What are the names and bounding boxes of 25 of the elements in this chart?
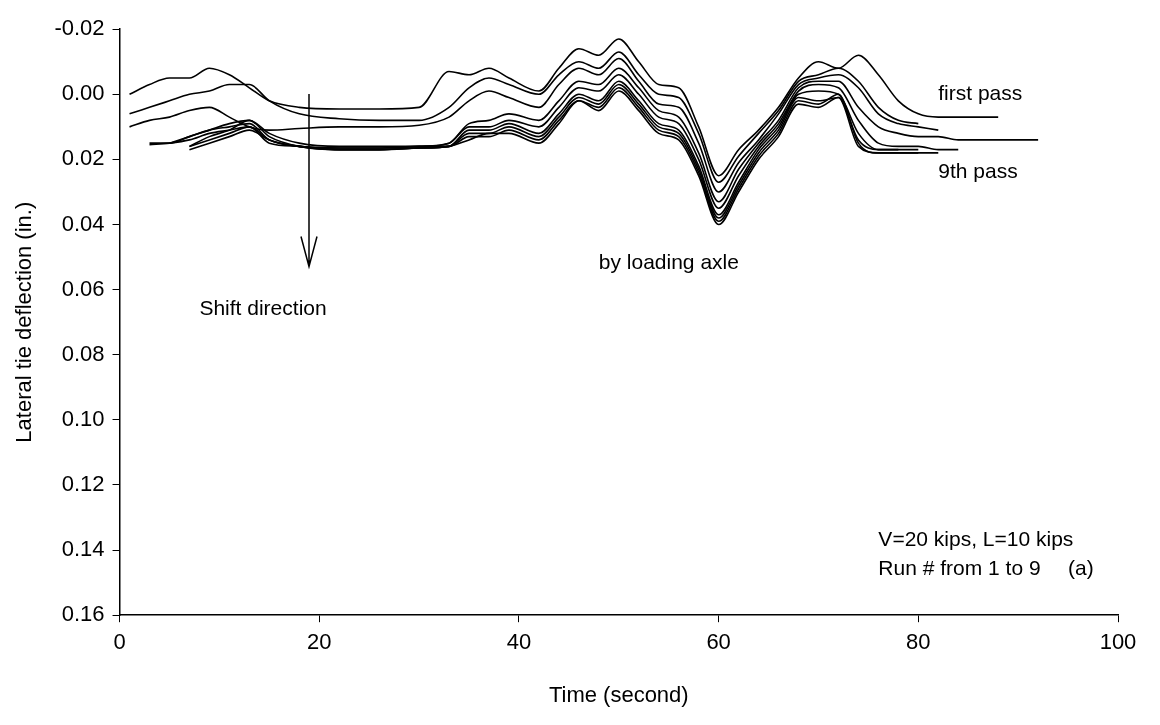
y-tick-label: 0.02 [61, 145, 105, 171]
x-tick-label: 0 [113, 629, 126, 655]
x-tick-label: 60 [706, 629, 731, 655]
x-tick-label: 20 [306, 629, 332, 655]
annotation: Shift direction [199, 295, 327, 319]
y-tick-label: 0.00 [61, 80, 105, 106]
y-tick-label: 0.06 [61, 275, 105, 301]
x-axis-title: Time (second) [548, 681, 689, 707]
y-tick-label: 0.10 [61, 405, 105, 431]
annotation: first pass [938, 81, 1023, 105]
annotation: (a) [1068, 556, 1094, 580]
y-tick-label: 0.04 [61, 210, 105, 236]
annotation: by loading axle [598, 250, 739, 274]
annotation: Run # from 1 to 9 [878, 556, 1041, 580]
annotation: 9th pass [938, 159, 1018, 183]
annotation: V=20 kips, L=10 kips [878, 527, 1074, 551]
y-tick-label: 0.14 [61, 536, 105, 562]
x-tick-label: 40 [506, 629, 532, 655]
y-tick-label: 0.16 [61, 601, 105, 627]
x-tick-label: 100 [1099, 629, 1137, 655]
y-tick-label: 0.12 [61, 471, 105, 497]
x-tick-label: 80 [906, 629, 931, 655]
y-tick-label: 0.08 [61, 340, 105, 366]
y-axis-title: Lateral tie deflection (in.) [11, 201, 37, 443]
y-tick-label: -0.02 [54, 15, 105, 41]
